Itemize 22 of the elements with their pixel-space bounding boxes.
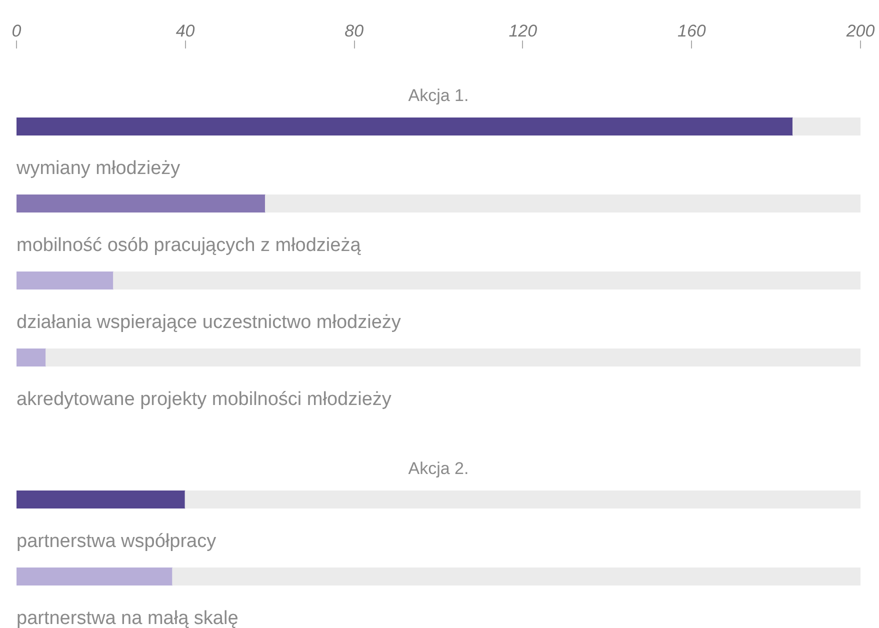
x-tick-label: 120 — [508, 22, 538, 40]
bar — [16, 348, 47, 366]
category-label: partnerstwa współpracy — [16, 531, 216, 552]
x-tick-label: 200 — [845, 22, 876, 40]
category-label: Akcja 2. — [408, 459, 469, 478]
bar — [113, 272, 860, 290]
x-tick-label: 80 — [344, 22, 364, 40]
category-label: akredytowane projekty mobilności młodzieży — [16, 389, 392, 410]
bar — [16, 118, 794, 136]
bar — [792, 118, 860, 136]
x-tick-label: 160 — [678, 22, 706, 40]
category-label: mobilność osób pracujących z młodzieżą — [16, 235, 361, 256]
x-tick-label: 40 — [176, 22, 196, 40]
bar — [16, 194, 266, 212]
bar — [264, 194, 860, 212]
category-label: działania wspierające uczestnictwo młodzieży — [16, 312, 401, 333]
bar — [46, 348, 860, 366]
bar — [16, 272, 114, 290]
category-label: Akcja 1. — [408, 86, 469, 105]
category-label: partnerstwa na małą skalę — [16, 608, 238, 628]
category-label: wymiany młodzieży — [16, 158, 180, 179]
x-tick-label: 0 — [12, 22, 22, 40]
